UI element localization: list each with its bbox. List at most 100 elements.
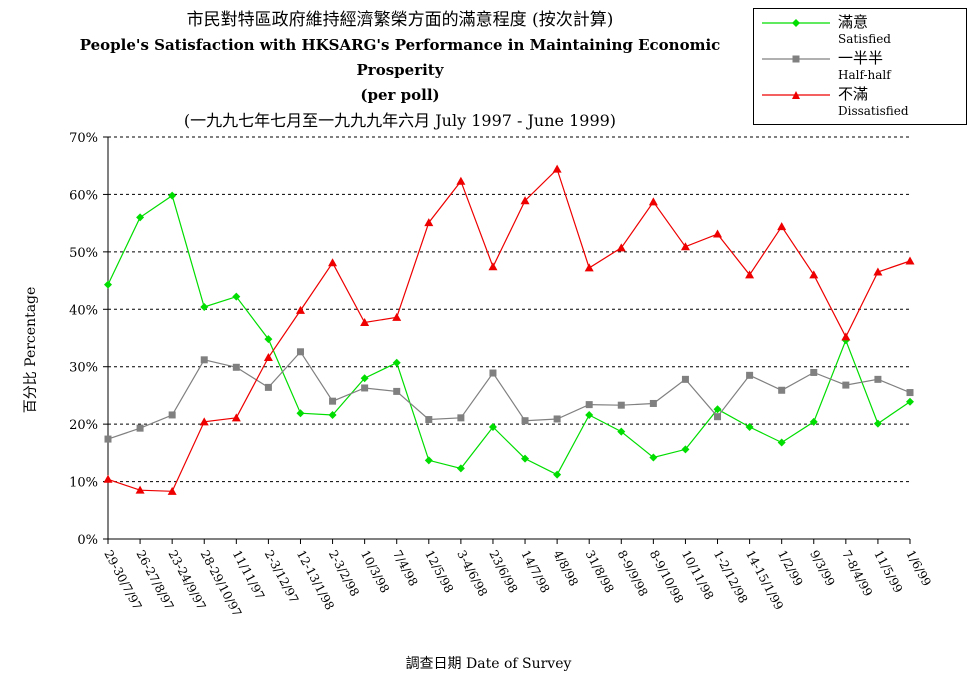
data-point-satisfied — [200, 302, 209, 311]
data-point-satisfied — [521, 454, 530, 463]
data-point-dissatisfied — [295, 305, 305, 314]
data-point-satisfied — [104, 280, 112, 289]
data-point-satisfied — [360, 374, 369, 383]
data-point-half-half — [329, 397, 337, 405]
y-tick-label: 20% — [69, 418, 98, 433]
data-point-dissatisfied — [745, 270, 755, 279]
data-point-dissatisfied — [584, 263, 594, 272]
data-point-half-half — [489, 369, 497, 377]
data-point-satisfied — [488, 423, 497, 432]
data-point-dissatisfied — [777, 222, 787, 231]
data-point-half-half — [104, 435, 112, 443]
legend-label-dissatisfied-zh: 不滿 — [838, 85, 869, 103]
data-point-satisfied — [328, 410, 337, 419]
data-point-half-half — [714, 413, 722, 421]
legend-swatch-dissatisfied — [762, 91, 830, 99]
legend-item-satisfied: 滿意 Satisfied — [754, 11, 966, 49]
x-tick-label: 12/5/98 — [422, 548, 456, 595]
data-point-half-half — [842, 381, 850, 389]
x-tick-label: 2-3/2/98 — [326, 548, 362, 599]
y-tick-label: 50% — [69, 246, 98, 261]
y-axis-title: 百分比 Percentage — [23, 286, 39, 414]
data-point-satisfied — [777, 438, 786, 447]
data-point-satisfied — [585, 410, 594, 419]
x-tick-label: 14/7/98 — [518, 548, 552, 595]
y-tick-label: 0% — [77, 533, 98, 548]
legend-swatch-half-half — [762, 55, 830, 63]
data-point-half-half — [457, 414, 465, 422]
data-point-dissatisfied — [328, 258, 338, 267]
x-tick-label: 3-4/6/98 — [454, 548, 490, 599]
chart-subtitle-period: (一九九七年七月至一九九九年六月 July 1997 - June 1999) — [183, 111, 617, 130]
x-tick-label: 8-9/9/98 — [615, 548, 651, 599]
x-tick-label: 7/4/98 — [390, 548, 420, 589]
x-tick-label: 11/5/99 — [871, 548, 905, 595]
data-point-half-half — [425, 416, 433, 424]
data-point-satisfied — [713, 405, 722, 414]
y-tick-label: 40% — [69, 303, 98, 318]
legend-label-satisfied-en: Satisfied — [838, 32, 891, 46]
data-point-half-half — [810, 368, 818, 376]
data-point-half-half — [361, 384, 369, 392]
data-point-dissatisfied — [841, 332, 851, 341]
data-point-half-half — [617, 401, 625, 409]
data-point-satisfied — [809, 417, 818, 426]
series-line-satisfied — [107, 194, 911, 476]
data-point-half-half — [778, 386, 786, 394]
data-point-dissatisfied — [135, 485, 145, 494]
legend-swatch-satisfied — [762, 19, 830, 27]
y-tick-label: 70% — [69, 131, 98, 146]
legend-item-half-half: 一半半 Half-half — [754, 47, 966, 85]
data-point-dissatisfied — [648, 197, 658, 206]
data-point-half-half — [906, 389, 914, 397]
data-point-half-half — [746, 371, 754, 379]
data-point-half-half — [232, 363, 240, 371]
chart-subtitle: People's Satisfaction with HKSARG's Perf… — [79, 36, 721, 79]
data-point-half-half — [553, 415, 561, 423]
data-point-dissatisfied — [392, 312, 402, 321]
data-point-half-half — [136, 424, 144, 432]
data-point-dissatisfied — [713, 229, 723, 238]
legend-label-half-half-zh: 一半半 — [838, 49, 884, 67]
data-point-half-half — [521, 417, 529, 425]
data-point-dissatisfied — [680, 242, 690, 251]
data-point-satisfied — [296, 409, 305, 418]
legend-item-dissatisfied: 不滿 Dissatisfied — [754, 83, 966, 121]
data-point-dissatisfied — [456, 176, 466, 185]
data-point-half-half — [296, 348, 304, 356]
data-point-satisfied — [617, 427, 626, 436]
chart-subtitle-per-poll: (per poll) — [360, 86, 440, 104]
series-line-dissatisfied — [107, 168, 911, 492]
data-point-satisfied — [649, 453, 658, 462]
data-point-half-half — [200, 356, 208, 364]
chart-legend: 滿意 Satisfied 一半半 Half-half 不滿 Dissatisfi… — [753, 8, 967, 125]
data-point-satisfied — [232, 292, 241, 301]
data-point-dissatisfied — [488, 262, 498, 271]
data-point-satisfied — [168, 191, 177, 200]
data-point-dissatisfied — [905, 256, 915, 265]
data-point-half-half — [168, 411, 176, 419]
x-tick-label: 7-8/4/99 — [839, 548, 875, 599]
data-point-half-half — [264, 383, 272, 391]
data-point-dissatisfied — [873, 267, 883, 276]
data-point-dissatisfied — [263, 353, 273, 362]
data-point-satisfied — [553, 470, 562, 479]
data-point-half-half — [393, 387, 401, 395]
legend-label-satisfied-zh: 滿意 — [838, 13, 869, 31]
data-point-dissatisfied — [231, 413, 241, 422]
legend-label-half-half-en: Half-half — [838, 68, 891, 82]
data-point-satisfied — [424, 456, 433, 465]
chart-title: 市民對特區政府維持經濟繁榮方面的滿意程度 (按次計算) — [186, 10, 614, 30]
data-point-dissatisfied — [809, 270, 819, 279]
data-point-satisfied — [745, 423, 754, 432]
x-tick-label: 23/6/98 — [486, 548, 520, 595]
y-tick-label: 10% — [69, 476, 98, 491]
data-point-satisfied — [873, 419, 882, 428]
data-point-dissatisfied — [520, 196, 530, 205]
data-point-dissatisfied — [552, 164, 562, 173]
x-tick-label: 4/8/98 — [550, 548, 580, 589]
data-point-half-half — [681, 375, 689, 383]
data-point-dissatisfied — [199, 417, 209, 426]
legend-label-dissatisfied-en: Dissatisfied — [838, 104, 909, 118]
